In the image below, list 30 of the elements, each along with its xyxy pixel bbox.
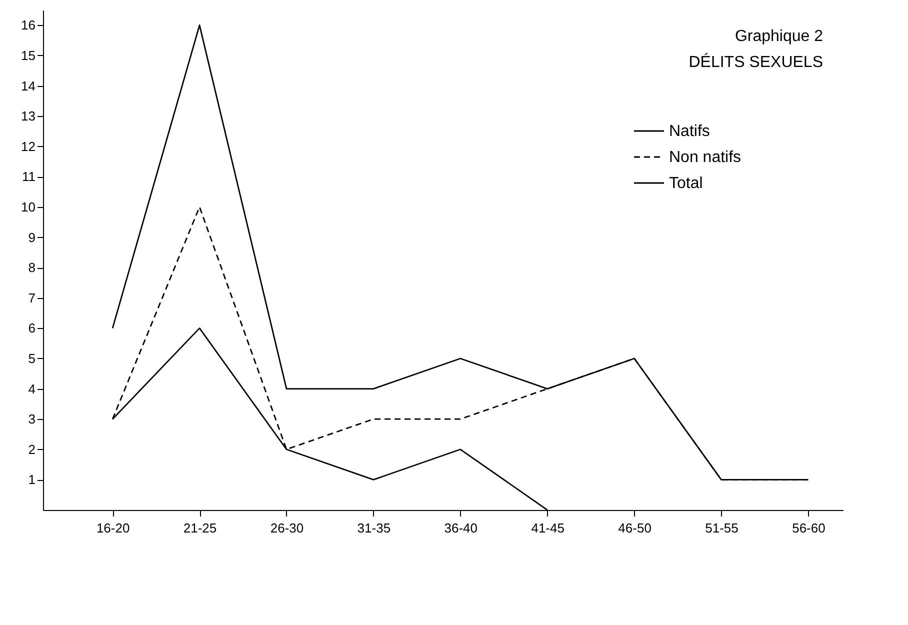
legend-label: Natifs — [669, 123, 710, 140]
text: DÉLITS SEXUELS — [688, 53, 823, 71]
y-tick-label: 16 — [21, 18, 36, 33]
y-tick-label: 13 — [21, 108, 36, 124]
y-tick-label: 8 — [28, 260, 36, 276]
y-tick-label: 7 — [28, 290, 36, 306]
y-tick-label: 15 — [21, 48, 36, 63]
x-tick-label: 16-20 — [96, 520, 130, 536]
y-tick-label: 1 — [28, 472, 36, 488]
y-tick-label: 4 — [28, 381, 36, 396]
x-tick-label: 46-50 — [618, 520, 652, 536]
x-tick-label: 26-30 — [270, 520, 304, 536]
y-tick-label: 11 — [22, 169, 36, 184]
text: Graphique 2 — [734, 28, 824, 45]
y-tick-label: 14 — [21, 78, 36, 94]
x-tick-label: 36-40 — [444, 520, 478, 536]
x-tick-label: 56-60 — [792, 520, 826, 536]
y-tick-label: 10 — [21, 199, 36, 214]
y-tick-label: 12 — [21, 138, 36, 154]
x-tick-label: 51-55 — [705, 520, 738, 536]
y-tick-label: 2 — [28, 442, 36, 457]
x-tick-label: 31-35 — [357, 520, 391, 536]
x-tick-label: 21-25 — [183, 520, 217, 536]
x-tick-label: 41-45 — [531, 520, 564, 536]
y-tick-label: 3 — [28, 412, 36, 427]
legend-label: Total — [669, 175, 703, 192]
legend-label: Non natifs — [669, 149, 742, 166]
y-tick-label: 9 — [28, 230, 36, 245]
y-tick-label: 5 — [28, 350, 36, 366]
y-tick-label: 6 — [28, 320, 36, 336]
